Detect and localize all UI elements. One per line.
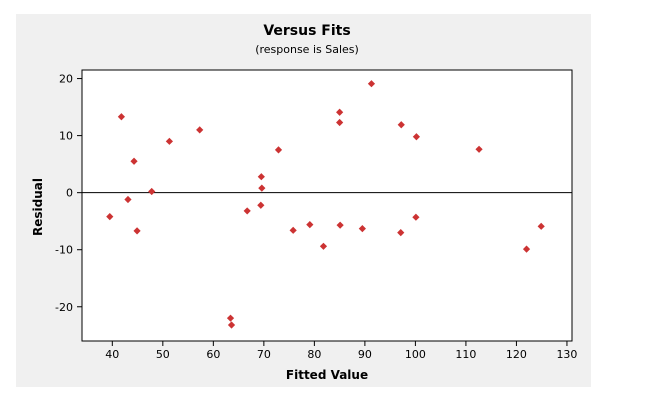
chart-subtitle: (response is Sales) (255, 43, 359, 56)
y-tick-label: 20 (59, 73, 73, 86)
plot-area (82, 70, 572, 341)
data-point-22 (358, 225, 366, 233)
x-tick-label: 50 (156, 348, 170, 361)
data-point-23 (367, 80, 376, 88)
data-point-8 (196, 126, 204, 134)
data-point-1 (106, 213, 114, 221)
data-point-10 (227, 321, 236, 329)
plot-frame (81, 69, 573, 342)
data-point-3 (124, 195, 132, 204)
x-axis-ticks: 40 50 60 70 80 90 100 110 120 130 (105, 341, 577, 361)
x-tick-label: 110 (455, 348, 476, 361)
x-tick-label: 130 (556, 348, 577, 361)
x-tick-label: 40 (105, 348, 119, 361)
data-point-6 (148, 187, 156, 196)
data-point-9 (226, 314, 235, 322)
y-axis-label: Residual (31, 178, 45, 236)
y-tick-label: -20 (55, 301, 73, 314)
data-point-17 (306, 221, 314, 229)
data-point-7 (165, 137, 173, 145)
data-point-13 (258, 184, 266, 192)
points-layer (106, 80, 545, 329)
data-point-20 (336, 118, 344, 127)
data-point-25 (397, 229, 405, 237)
data-point-29 (522, 245, 531, 253)
data-point-19 (336, 108, 344, 116)
data-point-30 (537, 222, 545, 230)
data-point-28 (475, 145, 483, 153)
data-point-11 (243, 207, 251, 215)
x-axis-label: Fitted Value (286, 368, 368, 382)
x-tick-label: 80 (307, 348, 321, 361)
y-axis-ticks: -20 -10 0 10 20 (55, 73, 82, 314)
data-point-16 (289, 226, 297, 234)
y-tick-label: 0 (66, 187, 73, 200)
x-tick-label: 100 (405, 348, 426, 361)
x-tick-label: 70 (257, 348, 271, 361)
data-point-4 (130, 157, 138, 165)
data-point-18 (319, 242, 328, 250)
data-point-27 (412, 213, 420, 221)
data-point-14 (257, 201, 265, 209)
y-tick-label: -10 (55, 244, 73, 257)
data-point-24 (397, 121, 405, 129)
y-tick-label: 10 (59, 130, 73, 143)
x-tick-label: 120 (506, 348, 527, 361)
x-tick-label: 90 (358, 348, 372, 361)
data-point-26 (412, 133, 421, 141)
x-tick-label: 60 (206, 348, 220, 361)
data-point-21 (336, 221, 344, 229)
data-point-5 (133, 227, 141, 235)
data-point-12 (257, 173, 265, 181)
chart-title: Versus Fits (263, 23, 350, 39)
data-point-2 (117, 113, 126, 121)
data-point-15 (274, 146, 283, 154)
